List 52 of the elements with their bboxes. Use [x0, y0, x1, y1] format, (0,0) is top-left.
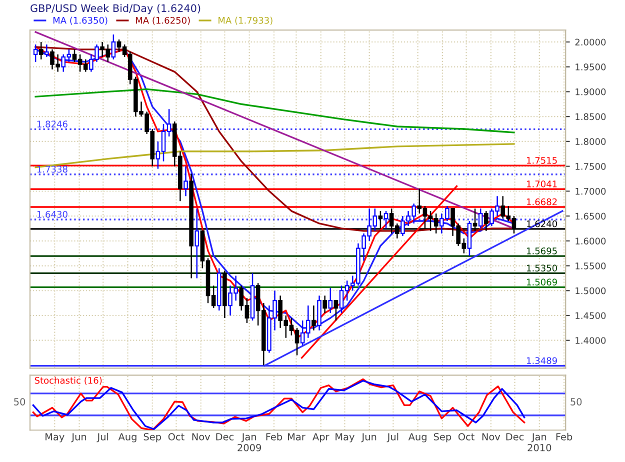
legend-label: MA (1.6350) [53, 16, 108, 25]
chart-title: Stochastic (16) [34, 376, 102, 385]
y-tick-label: 2.0000 [575, 38, 606, 46]
x-tick-label: Aug [408, 433, 426, 442]
x-tick-label: Jun [361, 433, 376, 442]
x-tick-label: May [46, 433, 64, 442]
y-tick-label: 1.9000 [576, 88, 606, 96]
x-tick-label: Sep [144, 433, 162, 442]
ref-line-label: 1.5350 [526, 264, 557, 272]
y-tick-label: 1.5500 [576, 262, 606, 270]
ref-line-label: 1.7041 [526, 180, 557, 188]
x-tick-label: Jul [386, 432, 398, 442]
x-tick-label: Jun [71, 433, 86, 442]
x-tick-label: Oct [168, 433, 184, 440]
x-tick-label: Nov [482, 433, 500, 440]
y-tick-label: 1.7500 [576, 163, 606, 170]
y-tick-label: 1.8500 [576, 113, 606, 120]
x-tick-label: Sep [434, 433, 452, 442]
x-tick-label: Feb [556, 432, 572, 440]
y-tick-label: 1.6500 [576, 212, 606, 220]
y-tick-label: 1.4500 [576, 312, 606, 320]
legend-label: MA (1.7933) [218, 16, 272, 25]
x-tick-label: Mar [288, 433, 306, 440]
text: 50 [570, 398, 582, 406]
x-tick-label: May [336, 433, 354, 442]
ref-line-label: 1.3489 [526, 357, 557, 364]
y-tick-label: 1.8000 [576, 138, 606, 145]
y-tick-label: 1.5000 [576, 287, 606, 294]
x-tick-label: Nov [192, 433, 210, 440]
ref-line-label: 1.8246 [37, 120, 68, 128]
y-tick-label: 1.9500 [576, 64, 606, 70]
ref-line-label: 1.7338 [37, 166, 68, 173]
y-tick-label: 1.7000 [576, 188, 606, 195]
x-tick-label: Apr [312, 433, 330, 442]
legend-label: MA (1.6250) [136, 16, 190, 25]
x-tick-label: Dec [506, 433, 524, 440]
x-tick-label: Jan 2009 [238, 433, 262, 452]
x-tick-label: Aug [118, 433, 136, 442]
y-tick-label: 1.4000 [576, 337, 606, 344]
chart-title: GBP/USD Week Bid/Day (1.6240) [30, 4, 200, 14]
x-tick-label: Jan 2010 [528, 433, 552, 452]
ref-line-label: 1.6682 [526, 198, 557, 206]
x-tick-label: Oct [458, 433, 474, 440]
ref-line-label: 1.5069 [526, 278, 557, 286]
ref-line-label: 1.6430 [37, 210, 68, 218]
x-tick-label: Jul [96, 432, 108, 442]
text: 50 [14, 398, 26, 406]
ref-line-label: 1.5695 [526, 247, 557, 254]
x-tick-label: Feb [266, 432, 282, 440]
x-tick-label: Dec [216, 433, 234, 440]
y-tick-label: 1.6000 [576, 238, 606, 244]
ref-line-label: 1.7515 [526, 157, 557, 164]
